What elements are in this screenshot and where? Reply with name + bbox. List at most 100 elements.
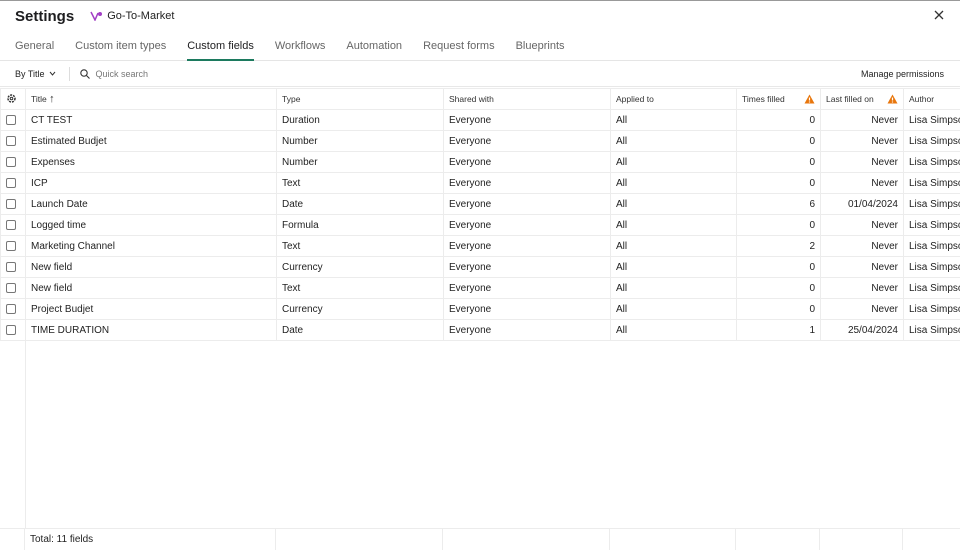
cell-applied-to: All (611, 215, 737, 236)
sort-asc-icon: ↑ (49, 93, 55, 105)
cell-type: Text (277, 236, 444, 257)
cell-shared-with: Everyone (444, 215, 611, 236)
cell-type: Number (277, 131, 444, 152)
row-checkbox[interactable] (6, 262, 16, 272)
column-label: Title (31, 94, 47, 104)
tab-custom-fields[interactable]: Custom fields (187, 31, 254, 60)
cell-last-filled-on: Never (821, 152, 904, 173)
tab-general[interactable]: General (15, 31, 54, 60)
cell-times-filled: 0 (737, 299, 821, 320)
row-checkbox[interactable] (6, 283, 16, 293)
column-header-type[interactable]: Type (277, 89, 444, 110)
cell-last-filled-on: Never (821, 236, 904, 257)
column-label: Author (909, 94, 934, 104)
warning-icon (887, 94, 898, 104)
cell-type: Date (277, 320, 444, 341)
row-checkbox[interactable] (6, 241, 16, 251)
cell-last-filled-on: Never (821, 110, 904, 131)
close-icon[interactable] (934, 10, 944, 20)
cell-type: Currency (277, 257, 444, 278)
cell-title: TIME DURATION (26, 320, 277, 341)
cell-title: ICP (26, 173, 277, 194)
cell-times-filled: 0 (737, 173, 821, 194)
cell-applied-to: All (611, 152, 737, 173)
tab-request-forms[interactable]: Request forms (423, 31, 495, 60)
cell-last-filled-on: Never (821, 257, 904, 278)
cell-shared-with: Everyone (444, 299, 611, 320)
cell-author: Lisa Simpson (904, 173, 960, 194)
cell-type: Date (277, 194, 444, 215)
column-header-applied-to[interactable]: Applied to (611, 89, 737, 110)
column-header-author[interactable]: Author (904, 89, 960, 110)
cell-shared-with: Everyone (444, 110, 611, 131)
cell-author: Lisa Simpson (904, 194, 960, 215)
column-header-shared-with[interactable]: Shared with (444, 89, 611, 110)
cell-times-filled: 0 (737, 257, 821, 278)
cell-times-filled: 0 (737, 152, 821, 173)
column-header-times-filled[interactable]: Times filled (737, 89, 821, 110)
cell-shared-with: Everyone (444, 194, 611, 215)
cell-title: New field (26, 278, 277, 299)
row-checkbox[interactable] (6, 220, 16, 230)
tab-automation[interactable]: Automation (346, 31, 402, 60)
custom-fields-table: Title ↑ Type Shared with Applied to Times fi… (0, 88, 960, 341)
cell-applied-to: All (611, 257, 737, 278)
cell-shared-with: Everyone (444, 131, 611, 152)
column-label: Applied to (616, 94, 654, 104)
column-settings[interactable] (1, 89, 26, 110)
cell-shared-with: Everyone (444, 173, 611, 194)
cell-author: Lisa Simpson (904, 299, 960, 320)
column-header-last-filled-on[interactable]: Last filled on (821, 89, 904, 110)
row-checkbox[interactable] (6, 178, 16, 188)
cell-times-filled: 0 (737, 278, 821, 299)
cell-times-filled: 0 (737, 110, 821, 131)
cell-author: Lisa Simpson (904, 215, 960, 236)
header: Settings Go-To-Market (0, 1, 960, 31)
row-checkbox[interactable] (6, 136, 16, 146)
row-checkbox[interactable] (6, 157, 16, 167)
quick-search[interactable]: Quick search (80, 69, 149, 79)
tab-custom-item-types[interactable]: Custom item types (75, 31, 166, 60)
tab-blueprints[interactable]: Blueprints (516, 31, 565, 60)
workspace-badge: Go-To-Market (90, 10, 174, 22)
cell-title: Marketing Channel (26, 236, 277, 257)
cell-author: Lisa Simpson (904, 131, 960, 152)
sort-label: By Title (15, 69, 45, 79)
cell-title: Expenses (26, 152, 277, 173)
column-header-title[interactable]: Title ↑ (26, 89, 277, 110)
row-checkbox[interactable] (6, 304, 16, 314)
cell-type: Formula (277, 215, 444, 236)
cell-applied-to: All (611, 110, 737, 131)
row-checkbox[interactable] (6, 115, 16, 125)
page-title: Settings (15, 8, 74, 25)
row-checkbox[interactable] (6, 199, 16, 209)
divider (25, 339, 26, 529)
warning-icon (804, 94, 815, 104)
search-placeholder: Quick search (96, 69, 149, 79)
column-label: Times filled (742, 94, 785, 104)
sort-dropdown[interactable]: By Title (15, 69, 56, 79)
row-checkbox[interactable] (6, 325, 16, 335)
cell-title: New field (26, 257, 277, 278)
column-label: Type (282, 94, 300, 104)
cell-author: Lisa Simpson (904, 110, 960, 131)
workspace-name: Go-To-Market (107, 10, 174, 22)
manage-permissions-button[interactable]: Manage permissions (861, 69, 944, 79)
cell-applied-to: All (611, 299, 737, 320)
total-count: Total: 11 fields (25, 529, 276, 550)
cell-shared-with: Everyone (444, 257, 611, 278)
tab-workflows[interactable]: Workflows (275, 31, 326, 60)
cell-shared-with: Everyone (444, 278, 611, 299)
cell-type: Text (277, 278, 444, 299)
